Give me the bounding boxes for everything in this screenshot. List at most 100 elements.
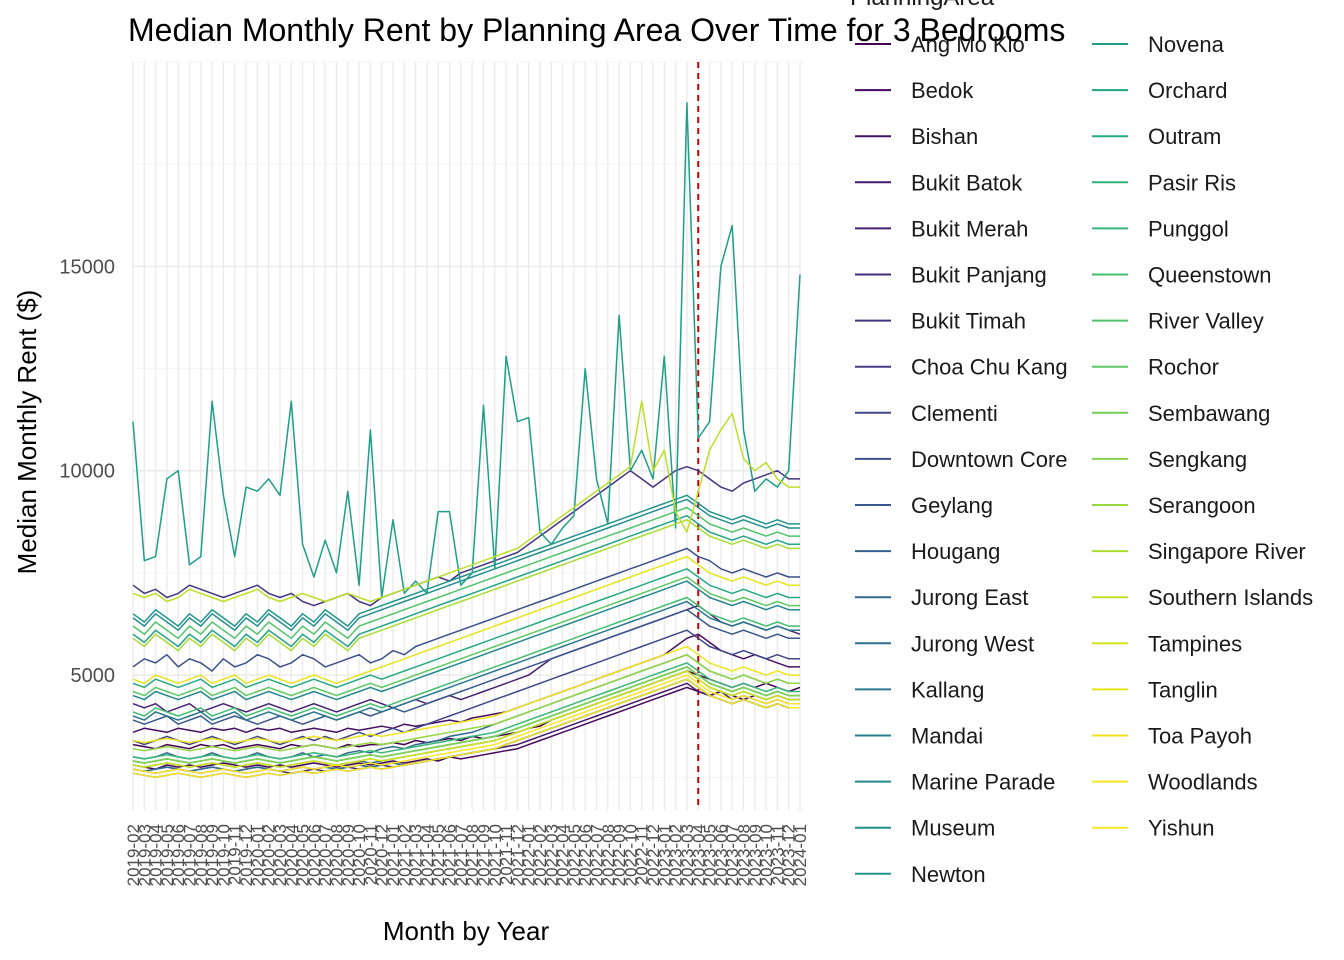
legend-label: Downtown Core: [911, 447, 1068, 472]
x-tick-label: 2023-10: [757, 824, 776, 886]
x-tick-label: 2020-08: [327, 824, 346, 886]
legend-label: Marine Parade: [911, 770, 1055, 795]
legend-label: Woodlands: [1148, 770, 1258, 795]
legend-label: Newton: [911, 862, 986, 887]
x-tick-label: 2022-12: [644, 824, 663, 886]
x-tick-label: 2019-03: [135, 824, 154, 886]
x-tick-label: 2020-10: [350, 824, 369, 886]
series-line: [132, 662, 800, 760]
legend-label: Bukit Batok: [911, 170, 1023, 195]
series-line: [132, 400, 800, 603]
x-tick-label: 2023-11: [768, 824, 787, 885]
legend-label: Museum: [911, 816, 995, 841]
x-tick-label: 2019-12: [237, 824, 256, 886]
x-tick-label: 2021-08: [463, 824, 482, 886]
legend-label: Orchard: [1148, 78, 1227, 103]
series-line: [132, 576, 800, 697]
x-tick-label: 2019-05: [158, 824, 177, 886]
x-tick-label: 2023-12: [780, 824, 799, 886]
series-line: [132, 604, 801, 713]
x-tick-label: 2020-02: [260, 824, 279, 886]
legend-label: Yishun: [1148, 816, 1214, 841]
series-line: [132, 465, 800, 607]
x-tick-label: 2023-06: [712, 824, 731, 886]
x-tick-label: 2019-07: [181, 824, 200, 886]
x-tick-label: 2023-01: [655, 824, 674, 886]
legend-label: Bedok: [911, 78, 974, 103]
x-tick-label: 2019-06: [169, 824, 188, 886]
x-tick-label: 2021-02: [395, 824, 414, 886]
series-line: [132, 678, 800, 779]
x-tick-label: 2021-05: [429, 824, 448, 886]
legend-label: Singapore River: [1148, 539, 1306, 564]
x-tick-label: 2023-07: [723, 824, 742, 886]
legend-label: Toa Payoh: [1148, 724, 1252, 749]
x-tick-label: 2022-08: [599, 824, 618, 886]
x-tick-label: 2021-07: [452, 824, 471, 886]
x-tick-label: 2024-01: [791, 824, 810, 886]
x-tick-label: 2022-06: [576, 824, 595, 886]
y-axis-title: Median Monthly Rent ($): [12, 290, 42, 575]
legend-label: Bukit Panjang: [911, 263, 1047, 288]
x-tick-label: 2020-09: [339, 824, 358, 886]
x-tick-label: 2020-01: [248, 824, 267, 886]
chart-title: Median Monthly Rent by Planning Area Ove…: [128, 12, 1065, 48]
legend-label: Jurong East: [911, 585, 1028, 610]
legend-label: Queenstown: [1148, 263, 1272, 288]
x-tick-label: 2023-09: [746, 824, 765, 886]
x-tick-label: 2020-07: [316, 824, 335, 886]
legend-label: Tanglin: [1148, 677, 1218, 702]
x-tick-label: 2021-10: [486, 824, 505, 886]
series-line: [132, 506, 800, 640]
x-tick-label: 2020-06: [305, 824, 324, 886]
series-line: [132, 596, 800, 717]
series-line: [132, 494, 800, 627]
legend-label: Bishan: [911, 124, 978, 149]
y-axis-ticks: 5000 10000 15000: [59, 256, 115, 687]
y-tick-label: 15000: [59, 256, 115, 278]
legend-label: Choa Chu Kang: [911, 355, 1068, 380]
legend-label: Sengkang: [1148, 447, 1247, 472]
x-tick-label: 2019-08: [192, 824, 211, 886]
legend-label: Bukit Timah: [911, 309, 1026, 334]
legend-label: Bukit Merah: [911, 216, 1028, 241]
x-tick-label: 2019-11: [226, 824, 245, 885]
legend-label: River Valley: [1148, 309, 1264, 334]
x-tick-label: 2022-09: [610, 824, 629, 886]
legend-label: Geylang: [911, 493, 993, 518]
x-tick-label: 2020-11: [361, 824, 380, 885]
x-tick-label: 2020-12: [373, 824, 392, 886]
legend-label: Pasir Ris: [1148, 170, 1236, 195]
x-tick-label: 2022-07: [588, 824, 607, 886]
x-tick-label: 2020-03: [271, 824, 290, 886]
x-tick-label: 2022-01: [520, 824, 539, 886]
x-tick-label: 2022-04: [554, 824, 573, 886]
legend-label: Tampines: [1148, 631, 1242, 656]
x-tick-label: 2020-04: [282, 824, 301, 886]
x-tick-label: 2021-11: [497, 824, 516, 885]
x-tick-label: 2022-02: [531, 824, 550, 886]
x-tick-label: 2022-10: [621, 824, 640, 886]
legend-label: Jurong West: [911, 631, 1034, 656]
legend-label: Punggol: [1148, 216, 1229, 241]
series-line: [132, 102, 801, 599]
legend-label: Hougang: [911, 539, 1000, 564]
x-tick-label: 2021-01: [384, 824, 403, 886]
legend-label: Southern Islands: [1148, 585, 1313, 610]
series-line: [132, 514, 800, 648]
x-tick-label: 2021-04: [418, 824, 437, 886]
x-tick-label: 2019-10: [214, 824, 233, 886]
legend-label: Serangoon: [1148, 493, 1256, 518]
y-tick-label: 5000: [71, 665, 116, 687]
series-lines: [132, 102, 801, 779]
x-tick-label: 2021-03: [407, 824, 426, 886]
legend-label: Rochor: [1148, 355, 1219, 380]
series-line: [132, 686, 800, 770]
x-tick-label: 2022-11: [633, 824, 652, 885]
x-tick-label: 2023-02: [667, 824, 686, 886]
legend-label: Clementi: [911, 401, 998, 426]
x-tick-label: 2023-08: [734, 824, 753, 886]
